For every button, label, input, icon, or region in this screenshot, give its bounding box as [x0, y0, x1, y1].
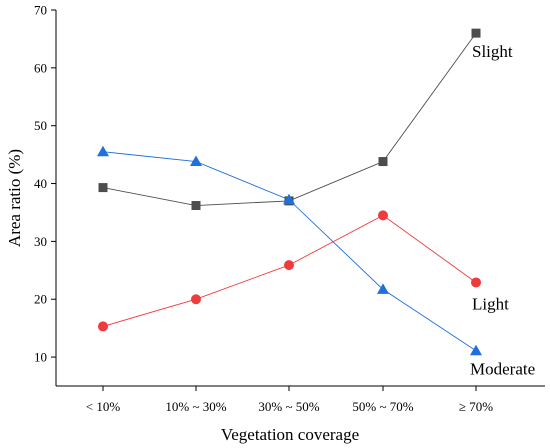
y-tick-label: 70	[34, 3, 47, 18]
y-axis-title: Area ratio (%)	[5, 149, 24, 247]
x-tick-label: 30% ~ 50%	[258, 399, 319, 414]
data-point-light	[191, 294, 201, 305]
data-point-moderate	[377, 283, 389, 294]
y-tick-label: 10	[34, 350, 47, 365]
data-point-slight	[191, 201, 201, 211]
data-point-moderate	[97, 145, 109, 157]
data-point-moderate	[190, 155, 202, 167]
data-point-light	[471, 277, 481, 288]
data-point-light	[98, 321, 108, 332]
series-line-moderate	[102, 151, 477, 352]
series-layer	[97, 28, 482, 356]
data-point-slight	[471, 28, 481, 38]
data-point-moderate	[283, 193, 295, 205]
data-point-moderate	[470, 344, 482, 356]
series-line-light	[102, 214, 477, 327]
data-point-light	[284, 260, 294, 271]
y-tick-label: 20	[34, 292, 47, 307]
series-moderate	[97, 145, 482, 356]
y-tick-label: 60	[34, 60, 47, 75]
x-tick-label: 10% ~ 30%	[165, 399, 226, 414]
data-point-slight	[98, 183, 108, 193]
series-label-slight: Slight	[472, 42, 513, 61]
x-tick-label: ≥ 70%	[459, 399, 493, 414]
y-ticks: 10 20 30 40 50 60 70	[34, 3, 56, 365]
series-line-slight	[102, 32, 477, 206]
series-labels: Slight Light Moderate	[470, 42, 535, 379]
data-point-slight	[378, 157, 388, 167]
y-tick-label: 40	[34, 176, 47, 191]
y-tick-label: 30	[34, 234, 47, 249]
x-axis-title: Vegetation coverage	[221, 425, 359, 444]
series-label-moderate: Moderate	[470, 360, 535, 379]
y-tick-label: 50	[34, 118, 47, 133]
data-point-light	[378, 210, 388, 221]
series-slight	[98, 28, 481, 211]
series-label-light: Light	[472, 294, 509, 313]
x-tick-label: 50% ~ 70%	[352, 399, 413, 414]
x-tick-label: < 10%	[86, 399, 121, 414]
x-ticks: < 10% 10% ~ 30% 30% ~ 50% 50% ~ 70% ≥ 70%	[86, 386, 493, 414]
series-light	[98, 210, 481, 332]
